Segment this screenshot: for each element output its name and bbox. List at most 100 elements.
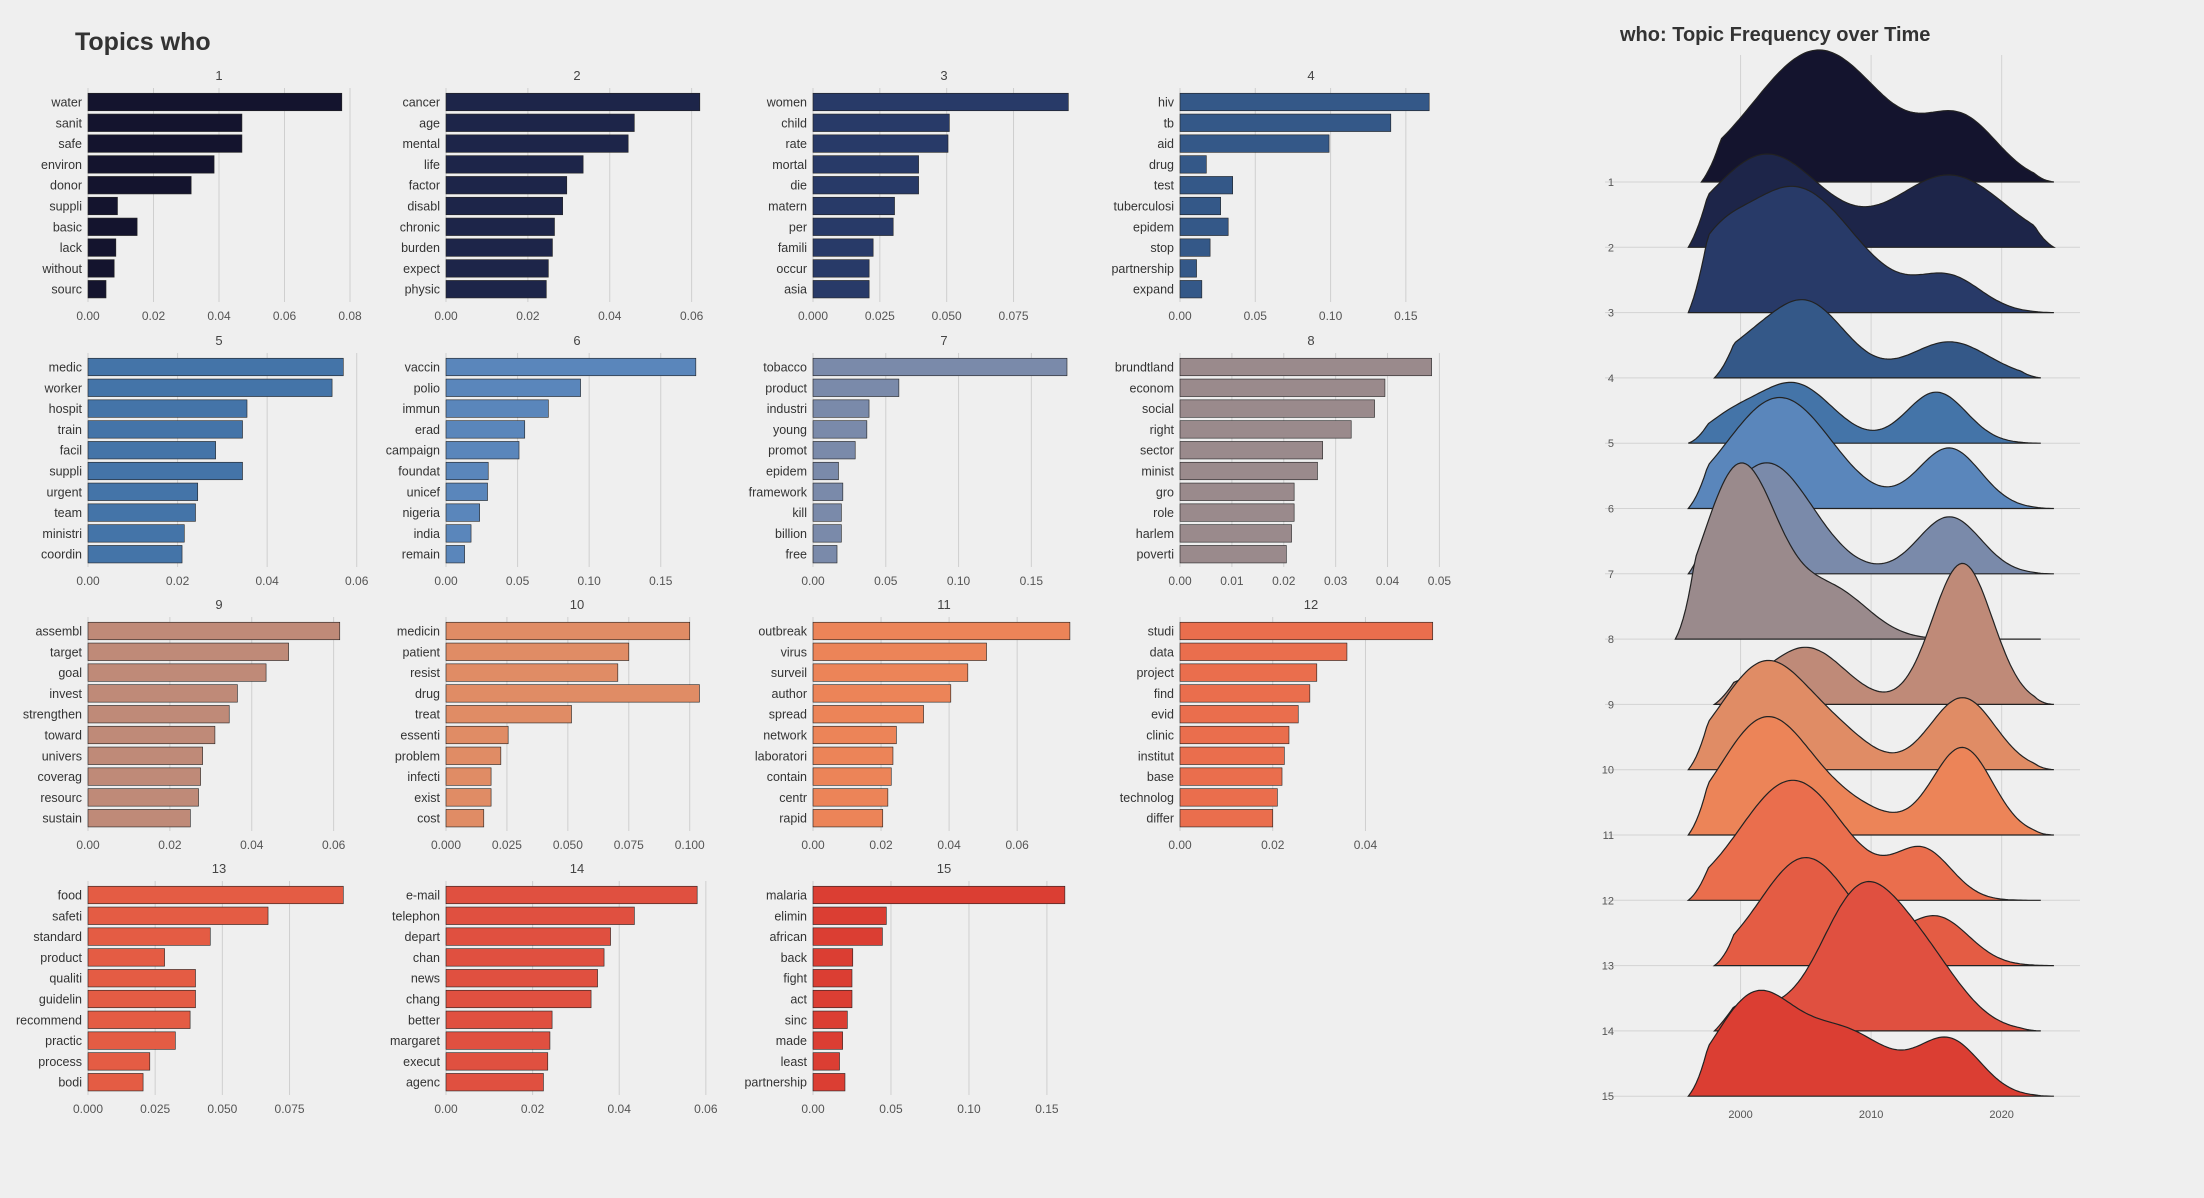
bar-mental <box>445 134 629 153</box>
term-label: donor <box>50 179 82 193</box>
x-tick-label: 0.10 <box>947 574 971 588</box>
term-label: toward <box>44 729 82 743</box>
x-tick-label: 0.025 <box>865 309 895 323</box>
facet-title: 8 <box>1307 333 1314 348</box>
ridge-y-label: 7 <box>1608 569 1614 581</box>
x-tick-label: 0.15 <box>1035 1102 1059 1116</box>
term-label: african <box>769 930 807 944</box>
x-tick-label: 0.04 <box>1354 838 1378 852</box>
bar-guidelin <box>87 989 196 1009</box>
ridge-11 <box>1687 716 2054 836</box>
x-tick-label: 0.00 <box>434 309 458 323</box>
x-tick-label: 0.05 <box>879 1102 903 1116</box>
x-tick-label: 0.000 <box>73 1102 103 1116</box>
ridge-y-label: 3 <box>1608 308 1614 320</box>
x-tick-label: 0.00 <box>801 838 825 852</box>
term-label: surveil <box>771 666 807 680</box>
ridge-6 <box>1687 396 2054 510</box>
term-label: sustain <box>42 812 82 826</box>
term-label: sourc <box>51 283 82 297</box>
term-label: minist <box>1141 465 1174 479</box>
chart-title: Topics who <box>75 28 211 56</box>
bar-cost <box>445 809 485 828</box>
bar-train <box>87 420 243 439</box>
facet-9: 9 0.00 0.02 0.04 0.06 assembl target goal invest… <box>23 597 346 852</box>
bar-find <box>1179 684 1311 703</box>
bar-basic <box>87 217 138 236</box>
bar-role <box>1179 503 1295 522</box>
facet-8: 8 0.00 0.01 0.02 0.03 0.04 0.05 brundtland econo… <box>1115 333 1451 588</box>
term-label: drug <box>1149 158 1174 172</box>
ridge-15 <box>1687 989 2054 1097</box>
term-label: studi <box>1148 625 1174 639</box>
bar-environ <box>87 155 215 174</box>
term-label: remain <box>402 548 440 562</box>
bar-worker <box>87 378 333 397</box>
ridgeline-title: who: Topic Frequency over Time <box>1620 24 1931 46</box>
x-tick-label: 0.02 <box>1261 838 1285 852</box>
term-label: spread <box>769 708 807 722</box>
term-label: resourc <box>40 791 82 805</box>
term-label: product <box>765 381 807 395</box>
term-label: burden <box>401 241 440 255</box>
x-tick-label: 0.04 <box>207 309 231 323</box>
ridge-8 <box>1674 462 2041 640</box>
bar-network <box>812 725 897 745</box>
bar-bodi <box>87 1073 144 1092</box>
bar-partnership <box>812 1073 846 1092</box>
ridge-y-label: 1 <box>1608 177 1614 189</box>
bar-qualiti <box>87 969 196 988</box>
term-label: die <box>790 179 807 193</box>
bar-rate <box>812 134 949 153</box>
bar-telephon <box>445 906 635 925</box>
bar-suppli <box>87 196 118 216</box>
term-label: standard <box>33 930 82 944</box>
term-label: vaccin <box>405 361 440 375</box>
ridge-14 <box>1712 880 2041 1032</box>
bar-poverti <box>1179 545 1287 564</box>
bar-water <box>87 92 343 112</box>
ridge-3 <box>1687 185 2054 314</box>
ridge-x-tick-label: 2020 <box>1989 1109 2013 1121</box>
facet-title: 11 <box>937 597 951 612</box>
term-label: process <box>38 1055 82 1069</box>
bar-hospit <box>87 399 248 418</box>
term-label: brundtland <box>1115 361 1174 375</box>
facet-1: 1 0.00 0.02 0.04 0.06 0.08 water sanit safe envir… <box>41 68 362 323</box>
term-label: virus <box>781 645 807 659</box>
bar-per <box>812 217 894 236</box>
term-label: hiv <box>1158 96 1175 110</box>
term-label: least <box>781 1055 808 1069</box>
ridge-5 <box>1688 381 2041 444</box>
term-label: project <box>1136 666 1174 680</box>
term-label: harlem <box>1136 527 1174 541</box>
bar-hiv <box>1179 92 1430 112</box>
x-tick-label: 0.04 <box>937 838 961 852</box>
bar-institut <box>1179 746 1285 765</box>
bar-problem <box>445 746 502 765</box>
bar-studi <box>1179 621 1434 641</box>
bar-base <box>1179 767 1283 786</box>
term-label: act <box>790 993 807 1007</box>
bar-suppli <box>87 461 243 481</box>
term-label: tb <box>1164 116 1174 130</box>
bar-tb <box>1179 113 1392 132</box>
term-label: institut <box>1138 749 1175 763</box>
term-label: stop <box>1150 241 1174 255</box>
term-label: problem <box>395 749 440 763</box>
term-label: chang <box>406 993 440 1007</box>
bar-india <box>445 524 472 543</box>
term-label: lack <box>60 241 83 255</box>
bar-erad <box>445 420 526 439</box>
bar-unicef <box>445 482 488 501</box>
bar-harlem <box>1179 524 1292 543</box>
facet-14: 14 0.00 0.02 0.04 0.06 e-mail telephon depart ch… <box>390 861 718 1116</box>
bar-facil <box>87 441 216 460</box>
term-label: chronic <box>400 220 440 234</box>
bar-univers <box>87 746 203 765</box>
bar-team <box>87 503 196 522</box>
term-label: per <box>789 220 807 234</box>
bar-news <box>445 969 598 988</box>
term-label: medicin <box>397 625 440 639</box>
